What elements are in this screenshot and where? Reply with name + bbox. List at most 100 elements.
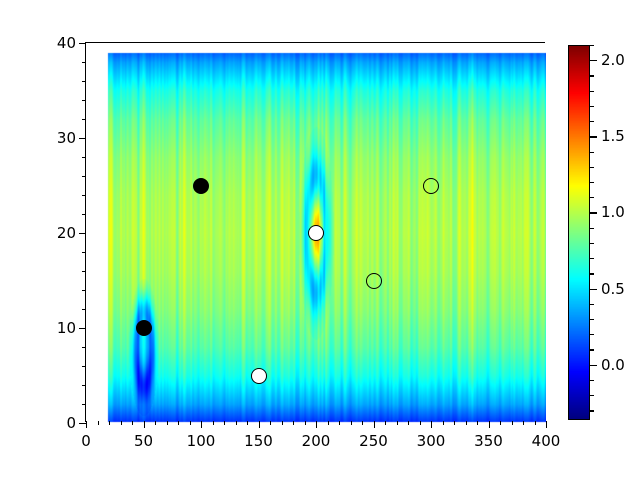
y-tick	[82, 62, 86, 64]
x-tick	[408, 421, 410, 425]
y-tick	[82, 119, 86, 121]
colorbar-tick	[590, 349, 594, 351]
x-tick	[385, 421, 387, 425]
x-tick-label: 0	[81, 432, 91, 450]
x-tick	[431, 421, 433, 428]
colorbar-tick	[590, 227, 594, 229]
y-tick	[82, 366, 86, 368]
colorbar-gradient	[568, 45, 590, 420]
y-tick-label: 20	[56, 224, 76, 242]
colorbar-tick	[590, 182, 594, 184]
colorbar-tick	[590, 303, 594, 305]
x-tick	[281, 421, 283, 425]
colorbar-tick	[590, 151, 594, 153]
colorbar-tick-label: 0.5	[601, 279, 625, 298]
x-tick	[166, 421, 168, 425]
x-tick-label: 400	[531, 432, 561, 450]
colorbar-tick	[590, 60, 597, 62]
x-tick	[120, 421, 122, 425]
x-tick	[546, 421, 548, 428]
data-marker-1	[135, 320, 152, 336]
colorbar-tick	[590, 273, 594, 275]
y-tick-label: 30	[56, 129, 76, 147]
data-marker-4	[308, 225, 324, 241]
x-tick	[224, 421, 226, 425]
y-tick	[82, 309, 86, 311]
y-tick	[82, 214, 86, 216]
y-tick	[82, 81, 86, 83]
x-tick	[304, 421, 306, 425]
x-tick	[465, 421, 467, 425]
colorbar-tick	[590, 212, 597, 214]
colorbar-tick	[590, 121, 594, 123]
colorbar-tick-label: 1.0	[601, 203, 625, 222]
colorbar-tick	[590, 75, 594, 77]
x-tick	[454, 421, 456, 425]
x-tick-label: 300	[416, 432, 446, 450]
colorbar-tick	[590, 334, 594, 336]
data-marker-5	[365, 272, 382, 289]
colorbar-tick	[590, 136, 597, 138]
colorbar-tick	[590, 395, 594, 397]
y-tick	[79, 423, 86, 425]
colorbar-tick-label: 0.0	[601, 355, 625, 374]
data-marker-2	[193, 177, 209, 194]
y-tick	[82, 195, 86, 197]
x-tick-label: 50	[133, 432, 154, 450]
y-tick	[82, 100, 86, 102]
y-tick	[79, 43, 86, 45]
colorbar-tick	[590, 166, 594, 168]
x-tick	[189, 421, 191, 425]
x-tick	[86, 421, 88, 428]
x-tick-label: 100	[186, 432, 216, 450]
x-tick	[155, 421, 157, 425]
x-tick	[97, 421, 99, 425]
x-tick-label: 150	[244, 432, 273, 450]
y-tick	[82, 347, 86, 349]
colorbar-tick	[590, 242, 594, 245]
x-tick	[362, 421, 364, 425]
colorbar-tick	[590, 105, 594, 108]
y-tick-label: 40	[56, 34, 76, 52]
colorbar-tick	[590, 288, 597, 290]
colorbar-tick	[590, 379, 594, 382]
colorbar-tick	[590, 45, 594, 47]
colorbar: 0.0 0.5 1.0 1.5 2.0	[568, 45, 625, 420]
x-tick	[327, 421, 329, 425]
x-tick-label: 350	[474, 432, 503, 450]
x-tick	[293, 421, 295, 425]
x-tick	[270, 421, 272, 425]
colorbar-tick	[590, 319, 594, 321]
x-tick	[523, 421, 525, 425]
data-marker-6	[423, 177, 439, 194]
x-tick	[396, 421, 398, 425]
y-tick	[82, 290, 86, 292]
colorbar-tick	[590, 364, 597, 366]
x-tick	[534, 421, 536, 425]
x-tick	[178, 421, 180, 425]
colorbar-tick	[590, 197, 594, 199]
y-tick	[82, 271, 86, 273]
data-marker-3	[250, 367, 267, 384]
plot-axes: 0 10 20 30 40 0 50 100 150 200 250 300 350 400	[57, 34, 560, 450]
x-tick	[488, 421, 490, 428]
y-tick	[82, 157, 86, 159]
x-tick	[109, 421, 111, 425]
x-tick	[511, 421, 513, 425]
x-tick	[477, 421, 479, 425]
x-tick-label: 200	[301, 432, 331, 450]
x-tick	[500, 421, 502, 425]
x-tick	[247, 421, 249, 425]
colorbar-tick-label: 1.5	[601, 127, 625, 146]
marker-layer	[86, 43, 544, 421]
x-tick	[258, 421, 260, 428]
x-tick	[235, 421, 237, 425]
colorbar-tick	[590, 410, 594, 412]
y-tick	[79, 138, 86, 140]
x-tick	[316, 421, 318, 428]
x-tick	[143, 421, 145, 428]
x-tick-label: 250	[359, 432, 388, 450]
x-tick	[212, 421, 214, 425]
x-tick	[339, 421, 341, 425]
